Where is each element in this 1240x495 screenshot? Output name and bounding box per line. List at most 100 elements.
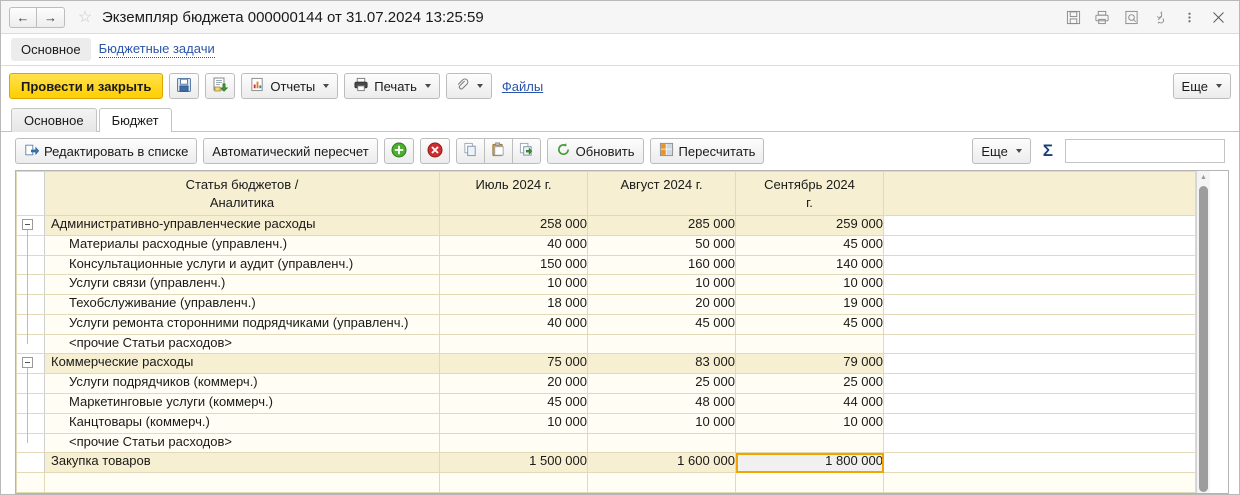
row-value-m1[interactable]: 40 000 xyxy=(439,313,588,335)
print-preview-icon[interactable] xyxy=(1118,5,1144,29)
sum-icon[interactable]: Σ xyxy=(1042,141,1053,160)
row-value-m1[interactable] xyxy=(439,333,588,355)
print-button[interactable]: Печать xyxy=(344,73,440,99)
row-value-m3[interactable]: 19 000 xyxy=(735,294,884,315)
table-row[interactable]: Услуги подрядчиков (коммерч.) 20 000 25 00… xyxy=(16,373,1196,394)
row-value-m2[interactable]: 160 000 xyxy=(587,254,736,276)
nav-link-budget-tasks[interactable]: Бюджетные задачи xyxy=(98,41,215,58)
edit-in-list-button[interactable]: Редактировать в списке xyxy=(15,138,198,164)
row-value-m1[interactable]: 1 500 000 xyxy=(439,452,588,474)
more-menu-icon[interactable] xyxy=(1176,5,1202,29)
row-value-m2[interactable] xyxy=(587,432,736,454)
row-value-m3[interactable]: 10 000 xyxy=(735,274,884,296)
row-value-m1[interactable]: 45 000 xyxy=(439,392,588,414)
row-name-cell[interactable]: Маркетинговые услуги (коммерч.) xyxy=(44,392,440,414)
vertical-scrollbar[interactable]: ▲ xyxy=(1196,171,1210,493)
header-month-september[interactable]: Сентябрь 2024 г. xyxy=(735,171,884,217)
row-value-m3[interactable]: 10 000 xyxy=(735,412,884,434)
table-row[interactable]: Техобслуживание (управленч.) 18 000 20 000… xyxy=(16,294,1196,315)
copy-row-button[interactable] xyxy=(512,138,541,164)
row-value-m2[interactable]: 285 000 xyxy=(587,215,736,236)
row-value-m3[interactable]: 44 000 xyxy=(735,392,884,414)
row-value-m2[interactable]: 50 000 xyxy=(587,234,736,256)
row-name-cell[interactable]: Консультационные услуги и аудит (управле… xyxy=(44,254,440,276)
row-value-m1[interactable]: 75 000 xyxy=(439,353,588,375)
delete-row-button[interactable] xyxy=(419,138,450,164)
row-value-m3[interactable]: 45 000 xyxy=(735,234,884,256)
reports-button[interactable]: Отчеты xyxy=(241,73,339,99)
scroll-up-arrow-icon[interactable]: ▲ xyxy=(1200,174,1207,181)
row-value-m2[interactable]: 10 000 xyxy=(587,412,736,434)
row-value-m3[interactable]: 79 000 xyxy=(735,353,884,375)
refresh-button[interactable]: Обновить xyxy=(546,138,644,164)
attachment-button[interactable] xyxy=(445,73,492,99)
row-name-cell[interactable]: Закупка товаров xyxy=(44,452,440,474)
collapse-toggle-icon[interactable] xyxy=(22,357,33,369)
toolbar-more-button[interactable]: Еще xyxy=(1172,73,1231,99)
row-name-cell[interactable]: Услуги связи (управленч.) xyxy=(44,274,440,296)
row-value-m3[interactable] xyxy=(735,333,884,355)
row-value-m2[interactable]: 48 000 xyxy=(587,392,736,414)
print-icon[interactable] xyxy=(1089,5,1115,29)
row-value-m1[interactable]: 10 000 xyxy=(439,412,588,434)
forward-button[interactable]: → xyxy=(37,6,65,28)
table-row[interactable]: Консультационные услуги и аудит (управле… xyxy=(16,254,1196,276)
favorite-star-icon[interactable]: ☆ xyxy=(77,9,93,26)
table-row[interactable]: Закупка товаров 1 500 000 1 600 000 1 800 0… xyxy=(16,452,1196,474)
post-document-button[interactable] xyxy=(205,73,236,99)
collapse-toggle-icon[interactable] xyxy=(22,219,33,231)
header-article[interactable]: Статья бюджетов / Аналитика xyxy=(44,171,440,217)
row-name-cell[interactable]: <прочие Статьи расходов> xyxy=(44,333,440,355)
row-value-m1[interactable] xyxy=(439,432,588,454)
row-name-cell[interactable]: Техобслуживание (управленч.) xyxy=(44,294,440,315)
table-row[interactable]: <прочие Статьи расходов> xyxy=(16,333,1196,355)
row-value-m3[interactable]: 45 000 xyxy=(735,313,884,335)
link-icon[interactable] xyxy=(1147,5,1173,29)
table-row[interactable]: Маркетинговые услуги (коммерч.) 45 000 48 … xyxy=(16,392,1196,414)
row-value-m2[interactable] xyxy=(587,333,736,355)
tab-budget[interactable]: Бюджет xyxy=(98,108,172,133)
row-value-m1[interactable]: 10 000 xyxy=(439,274,588,296)
table-row[interactable]: <прочие Статьи расходов> xyxy=(16,432,1196,454)
row-value-m1[interactable]: 20 000 xyxy=(439,373,588,394)
tab-main[interactable]: Основное xyxy=(11,108,97,132)
row-value-m1[interactable]: 150 000 xyxy=(439,254,588,276)
header-month-july[interactable]: Июль 2024 г. xyxy=(439,171,588,217)
table-row[interactable]: Коммерческие расходы 75 000 83 000 79 000 xyxy=(16,353,1196,375)
row-value-m1[interactable]: 258 000 xyxy=(439,215,588,236)
scrollbar-thumb[interactable] xyxy=(1199,186,1208,492)
row-value-m3[interactable]: 25 000 xyxy=(735,373,884,394)
row-value-m2[interactable]: 10 000 xyxy=(587,274,736,296)
row-value-m1[interactable]: 18 000 xyxy=(439,294,588,315)
paste-button[interactable] xyxy=(484,138,513,164)
table-row[interactable]: Административно-управленческие расходы 25… xyxy=(16,215,1196,236)
row-value-m2[interactable]: 83 000 xyxy=(587,353,736,375)
table-row[interactable]: Услуги связи (управленч.) 10 000 10 000 10 … xyxy=(16,274,1196,296)
nav-tab-main[interactable]: Основное xyxy=(11,38,91,61)
row-value-m3[interactable] xyxy=(735,432,884,454)
row-name-cell[interactable]: Материалы расходные (управленч.) xyxy=(44,234,440,256)
table-row[interactable]: Услуги ремонта сторонними подрядчиками (… xyxy=(16,313,1196,335)
row-name-cell[interactable]: <прочие Статьи расходов> xyxy=(44,432,440,454)
save-button[interactable] xyxy=(169,73,200,99)
row-value-m2[interactable]: 1 600 000 xyxy=(587,452,736,474)
add-row-button[interactable] xyxy=(383,138,414,164)
row-value-m3[interactable]: 259 000 xyxy=(735,215,884,236)
save-icon[interactable] xyxy=(1060,5,1086,29)
recalculate-button[interactable]: Пересчитать xyxy=(649,138,765,164)
row-value-m1[interactable]: 40 000 xyxy=(439,234,588,256)
row-name-cell[interactable]: Коммерческие расходы xyxy=(44,353,440,375)
row-value-m3[interactable]: 140 000 xyxy=(735,254,884,276)
row-value-m2[interactable]: 25 000 xyxy=(587,373,736,394)
auto-recalc-button[interactable]: Автоматический пересчет xyxy=(203,138,378,164)
row-value-m2[interactable]: 45 000 xyxy=(587,313,736,335)
row-name-cell[interactable]: Услуги ремонта сторонними подрядчиками (… xyxy=(44,313,440,335)
files-link[interactable]: Файлы xyxy=(501,78,544,94)
close-icon[interactable] xyxy=(1205,5,1231,29)
back-button[interactable]: ← xyxy=(9,6,37,28)
copy-button[interactable] xyxy=(455,138,485,164)
table-row[interactable]: Материалы расходные (управленч.) 40 000 50… xyxy=(16,234,1196,256)
row-name-cell[interactable]: Административно-управленческие расходы xyxy=(44,215,440,236)
table-more-button[interactable]: Еще xyxy=(972,138,1031,164)
row-name-cell[interactable]: Канцтовары (коммерч.) xyxy=(44,412,440,434)
